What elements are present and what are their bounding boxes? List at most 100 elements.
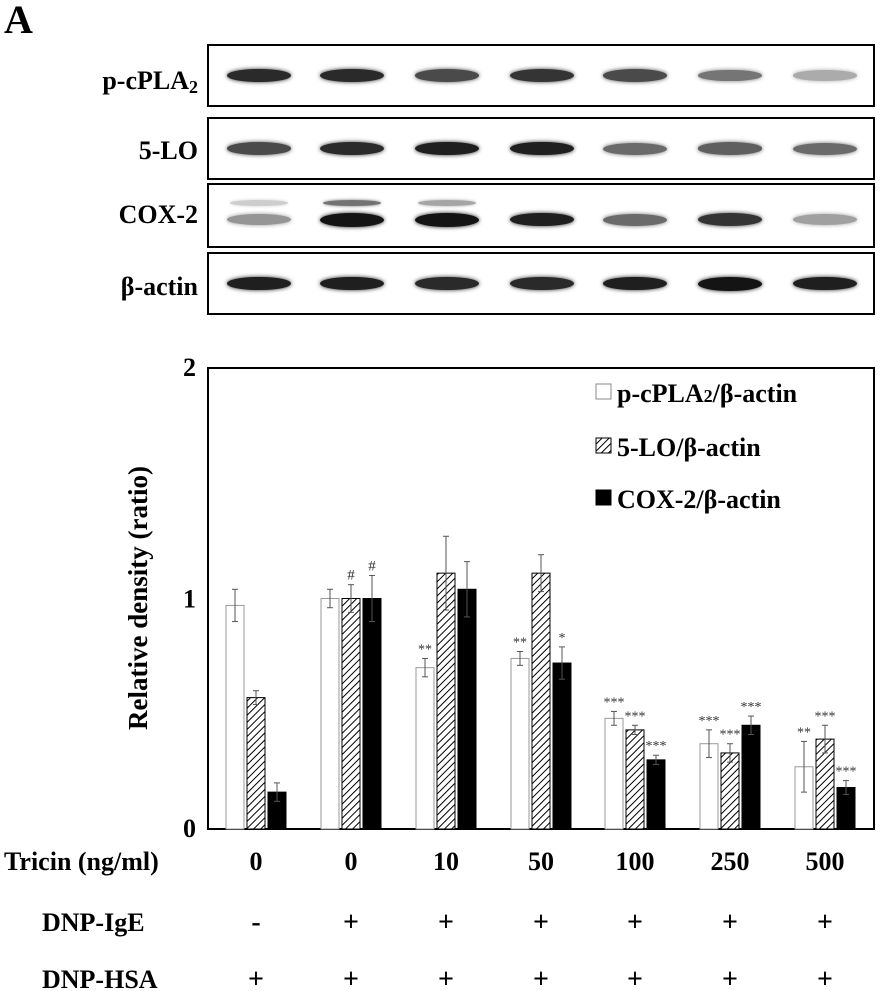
dnp-hsa-mark: + (248, 964, 264, 991)
blot-band (603, 69, 667, 82)
dnp-hsa-mark: + (627, 964, 643, 991)
dnp-ige-mark: + (627, 907, 643, 938)
dnp-ige-mark: + (533, 907, 549, 938)
legend-entry: p-cPLA2/β-actin (617, 379, 798, 408)
legend-swatch (595, 383, 612, 400)
significance-mark: ** (418, 642, 432, 657)
tricin-dose: 50 (528, 847, 554, 876)
blot-band (415, 276, 479, 291)
blot-band (793, 276, 857, 291)
blot-band (603, 142, 667, 155)
significance-mark: *** (646, 739, 667, 754)
significance-mark: ** (513, 636, 527, 651)
blot-strip-5-lo (207, 117, 875, 180)
blot-band (320, 141, 384, 156)
dnp-hsa-mark: + (343, 964, 359, 991)
bar-black (741, 724, 761, 830)
blot-band (510, 68, 574, 83)
bar-white (415, 667, 435, 830)
bar-black (457, 588, 477, 830)
bar-hatched (720, 752, 740, 830)
blot-label-5-lo: 5-LO (138, 136, 198, 165)
table-row-label: DNP-IgE (42, 908, 145, 937)
dnp-hsa-mark: + (438, 964, 454, 991)
bar-black (552, 662, 572, 830)
blot-label-cox-2: COX-2 (118, 200, 198, 229)
blot-band (698, 276, 762, 291)
significance-mark: ** (797, 725, 811, 740)
bar-hatched (341, 598, 361, 830)
blot-band (793, 70, 857, 81)
blot-band (415, 141, 479, 156)
panel-label: A (4, 0, 33, 42)
blot-band (698, 69, 762, 82)
blot-band (603, 213, 667, 226)
dnp-ige-mark: + (343, 907, 359, 938)
blot-band (227, 68, 291, 83)
blot-band (320, 276, 384, 291)
significance-mark: *** (720, 728, 741, 743)
bar-white (604, 717, 624, 830)
blot-band-upper (418, 199, 476, 206)
dnp-ige-mark: - (251, 907, 260, 938)
blot-band (415, 69, 479, 82)
significance-mark: *** (815, 709, 836, 724)
tricin-dose: 100 (616, 847, 655, 876)
bar-hatched (625, 729, 645, 830)
bar-black (646, 759, 666, 830)
bar-hatched (436, 572, 456, 830)
blot-band (603, 276, 667, 291)
legend-entry: COX-2/β-actin (617, 485, 781, 514)
dnp-ige-mark: + (722, 907, 738, 938)
y-axis-label: Relative density (ratio) (123, 466, 153, 730)
dnp-hsa-mark: + (817, 964, 833, 991)
blot-band-upper (323, 199, 381, 206)
significance-mark: * (559, 631, 566, 646)
blot-band (510, 276, 574, 291)
blot-band-upper (230, 199, 288, 206)
blot-label-p-cpla2: p-cPLA2 (102, 66, 198, 97)
tricin-dose: 0 (345, 847, 358, 876)
dnp-ige-mark: + (817, 907, 833, 938)
blot-band (793, 214, 857, 225)
bar-black (362, 598, 382, 830)
blot-band (227, 142, 291, 155)
blot-band (698, 142, 762, 155)
legend-swatch (595, 489, 612, 506)
dnp-ige-mark: + (438, 907, 454, 938)
blot-band (227, 276, 291, 291)
tricin-dose: 250 (711, 847, 750, 876)
bar-hatched (531, 572, 551, 830)
blot-band (698, 212, 762, 227)
table-row-label: DNP-HSA (42, 965, 158, 991)
dnp-hsa-mark: + (722, 964, 738, 991)
blot-strip-cox-2 (207, 183, 875, 248)
blot-strip-p-cpla2 (207, 44, 875, 107)
significance-mark: *** (625, 709, 646, 724)
blot-band (320, 212, 384, 227)
tricin-dose: 500 (806, 847, 845, 876)
legend-entry: 5-LO/β-actin (617, 433, 761, 462)
blot-band (510, 212, 574, 227)
y-tick-label: 1 (183, 585, 196, 614)
significance-mark: *** (836, 765, 857, 780)
dnp-hsa-mark: + (533, 964, 549, 991)
bar-hatched (246, 697, 266, 830)
bar-white (320, 598, 340, 830)
tricin-dose: 10 (433, 847, 459, 876)
significance-mark: *** (741, 700, 762, 715)
blot-band (793, 142, 857, 155)
tricin-dose: 0 (250, 847, 263, 876)
blot-band (227, 214, 291, 225)
bar-white (225, 604, 245, 830)
blot-band (415, 212, 479, 227)
significance-mark: *** (604, 695, 625, 710)
significance-mark: # (347, 568, 355, 584)
legend-swatch (595, 437, 612, 454)
significance-mark: # (368, 558, 376, 574)
table-row-label: Tricin (ng/ml) (4, 847, 159, 876)
bar-white (510, 657, 530, 830)
blot-label-beta-actin: β-actin (120, 272, 198, 301)
y-tick-label: 2 (183, 353, 196, 382)
